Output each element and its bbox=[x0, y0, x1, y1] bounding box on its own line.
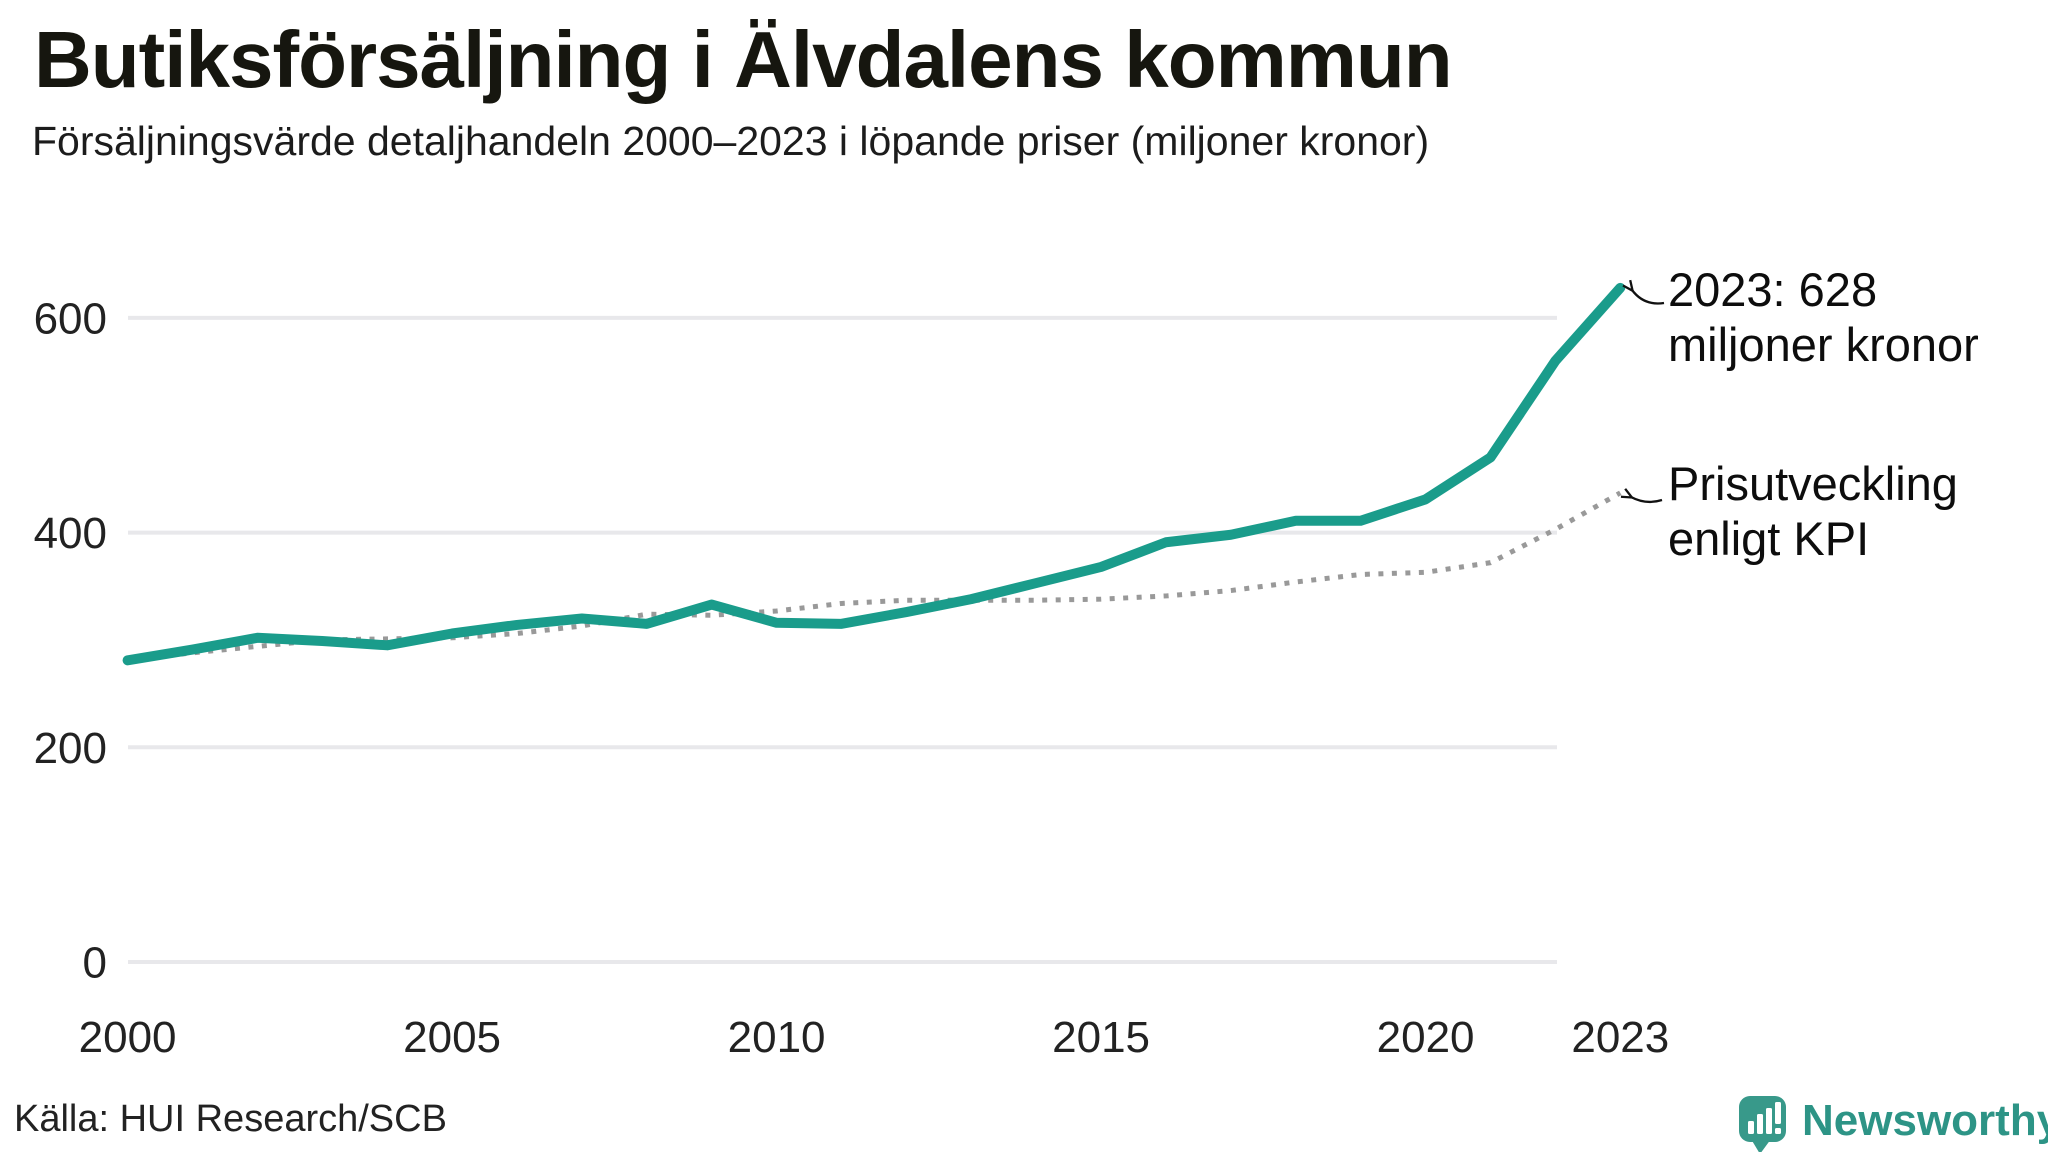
x-tick-label: 2015 bbox=[1052, 1013, 1150, 1062]
latest-value-line1: 2023: 628 bbox=[1668, 263, 1878, 316]
kpi-label-line2: enligt KPI bbox=[1668, 512, 1870, 566]
x-tick-label: 2020 bbox=[1377, 1013, 1475, 1062]
latest-value-line2: miljoner kronor bbox=[1668, 318, 1979, 372]
kpi-label-line1: Prisutveckling bbox=[1668, 457, 1958, 510]
page-title: Butiksförsäljning i Älvdalens kommun bbox=[34, 15, 1453, 104]
sales-line bbox=[122, 282, 1626, 666]
x-tick-label: 2010 bbox=[728, 1013, 826, 1062]
y-tick-label: 200 bbox=[34, 724, 107, 773]
latest-annotation-arrow bbox=[1632, 290, 1665, 305]
plot-area: 0 200 400 600 2000 2005 2010 2015 2020 2023 bbox=[34, 282, 1669, 1062]
x-tick-label: 2023 bbox=[1571, 1013, 1669, 1062]
newsworthy-logo-text: Newsworthy bbox=[1802, 1096, 2048, 1145]
kpi-series-annotation: Prisutveckling enligt KPI bbox=[1668, 456, 1958, 567]
page-subtitle: Försäljningsvärde detaljhandeln 2000–202… bbox=[32, 118, 1430, 164]
y-tick-label: 0 bbox=[83, 939, 107, 988]
kpi-line bbox=[127, 490, 1622, 663]
newsworthy-logo-mark bbox=[1739, 1096, 1786, 1152]
y-tick-label: 600 bbox=[34, 294, 107, 343]
latest-value-annotation: 2023: 628 miljoner kronor bbox=[1668, 262, 1979, 373]
y-tick-label: 400 bbox=[34, 509, 107, 558]
x-tick-label: 2000 bbox=[79, 1013, 177, 1062]
kpi-annotation-arrow bbox=[1631, 497, 1663, 504]
x-tick-label: 2005 bbox=[403, 1013, 501, 1062]
source-label: Källa: HUI Research/SCB bbox=[14, 1098, 447, 1140]
